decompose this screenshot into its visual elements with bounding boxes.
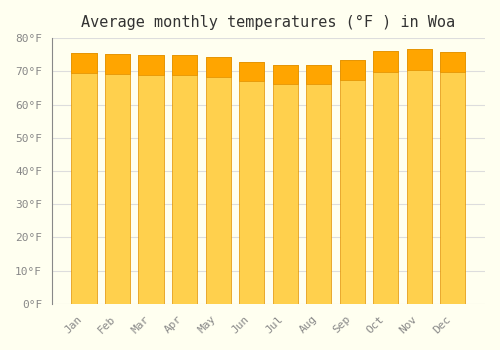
Bar [306,65,331,84]
Bar [138,55,164,75]
Bar [406,49,432,304]
Bar [138,55,164,304]
Bar [72,53,96,304]
Bar [206,57,231,77]
Bar [440,52,466,304]
Bar [373,51,398,72]
Bar [206,57,231,304]
Bar [105,54,130,304]
Bar [340,60,364,304]
Bar [239,62,264,81]
Bar [172,55,197,75]
Bar [239,62,264,304]
Bar [406,49,432,70]
Bar [105,54,130,74]
Bar [272,65,297,84]
Bar [373,51,398,304]
Bar [340,60,364,79]
Title: Average monthly temperatures (°F ) in Woa: Average monthly temperatures (°F ) in Wo… [82,15,456,30]
Bar [272,65,297,304]
Bar [440,52,466,72]
Bar [172,55,197,304]
Bar [306,65,331,304]
Bar [72,53,96,73]
